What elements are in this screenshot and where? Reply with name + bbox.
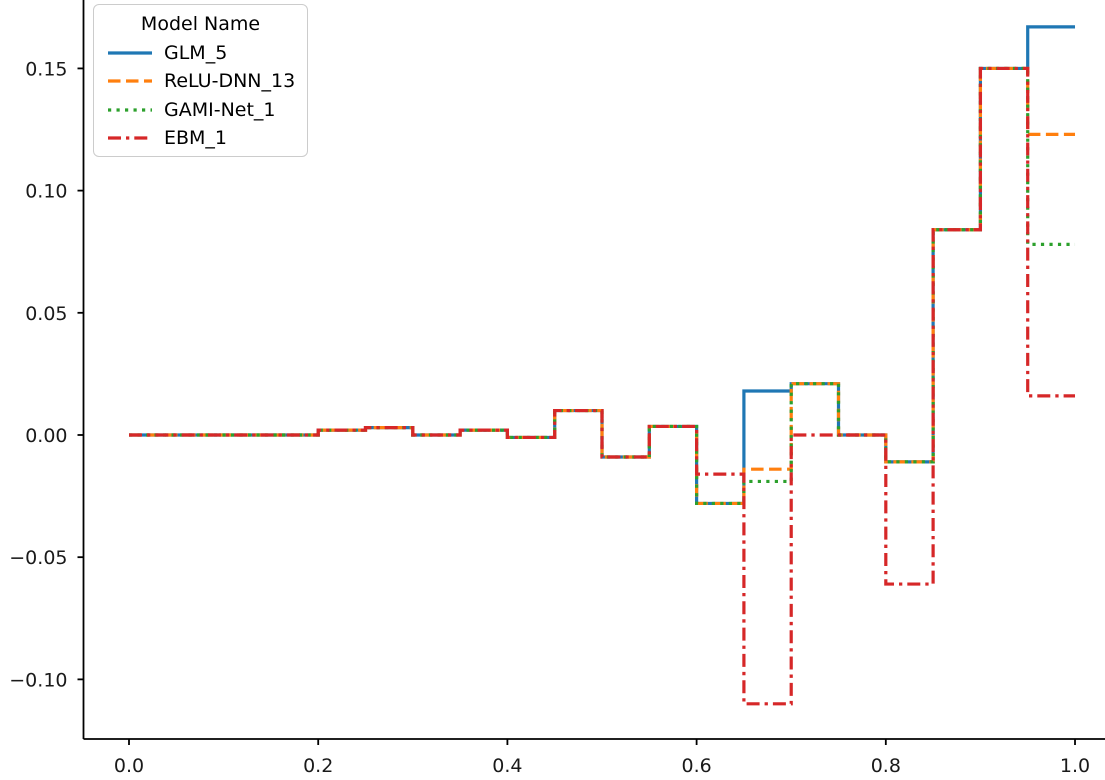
- legend-item-label: ReLU-DNN_13: [164, 70, 296, 93]
- legend-item-ebm-1: EBM_1: [94, 124, 307, 152]
- legend-item-label: EBM_1: [164, 126, 228, 149]
- y-tick-label: 0.10: [25, 181, 67, 203]
- x-tick-label: 0.4: [492, 755, 522, 777]
- legend: Model Name GLM_5 ReLU-DNN_13 GAMI-Net_1 …: [93, 4, 308, 157]
- x-tick-label: 0.6: [681, 755, 711, 777]
- x-tick-label: 0.8: [871, 755, 901, 777]
- x-tick-label: 0.2: [303, 755, 333, 777]
- legend-line-sample: [108, 108, 152, 112]
- legend-title: Model Name: [140, 13, 261, 35]
- series-GAMI-Net_1: [129, 66, 1076, 506]
- x-tick-label: 0.0: [114, 755, 144, 777]
- x-tick-label: 1.0: [1060, 755, 1090, 777]
- legend-line-sample: [108, 51, 152, 55]
- y-tick-label: 0.15: [25, 58, 67, 80]
- y-tick-label: −0.05: [9, 547, 67, 569]
- legend-item-label: GAMI-Net_1: [164, 98, 276, 121]
- legend-item-label: GLM_5: [164, 42, 228, 65]
- y-tick-label: 0.00: [25, 425, 67, 447]
- legend-item-glm-5: GLM_5: [94, 39, 307, 67]
- legend-line-sample: [108, 79, 152, 83]
- series-EBM_1: [129, 66, 1076, 706]
- legend-line-sample: [108, 136, 152, 140]
- legend-item-relu-dnn-13: ReLU-DNN_13: [94, 67, 307, 95]
- y-tick-label: 0.05: [25, 303, 67, 325]
- y-tick-label: −0.10: [9, 669, 67, 691]
- legend-item-gami-net-1: GAMI-Net_1: [94, 96, 307, 124]
